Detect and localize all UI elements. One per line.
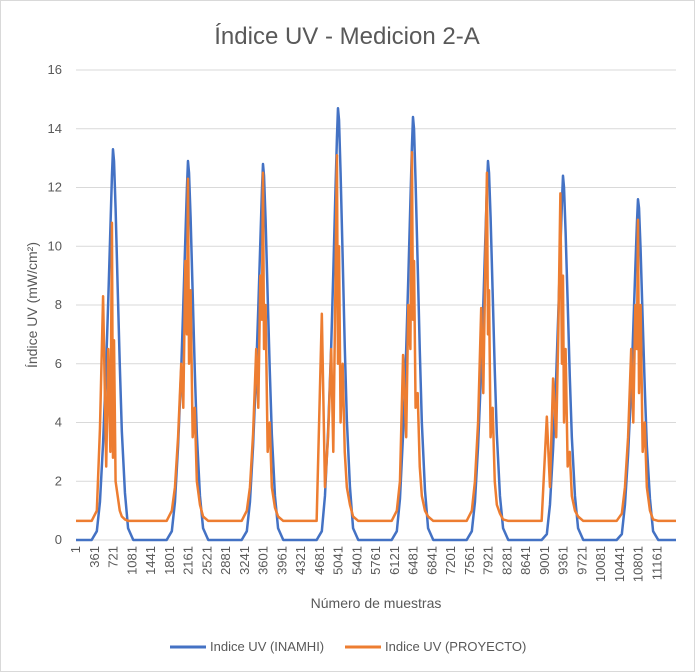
y-tick-label: 6 xyxy=(55,356,62,371)
x-tick-label: 2521 xyxy=(199,546,214,575)
x-tick-label: 1441 xyxy=(143,546,158,575)
x-tick-label: 4681 xyxy=(312,546,327,575)
x-tick-label: 1801 xyxy=(162,546,177,575)
x-tick-label: 9721 xyxy=(574,546,589,575)
x-tick-label: 4321 xyxy=(293,546,308,575)
y-tick-label: 8 xyxy=(55,297,62,312)
x-tick-label: 3961 xyxy=(274,546,289,575)
y-tick-label: 0 xyxy=(55,532,62,547)
x-tick-label: 2881 xyxy=(218,546,233,575)
x-tick-label: 6481 xyxy=(406,546,421,575)
y-tick-label: 12 xyxy=(48,180,62,195)
x-tick-label: 9361 xyxy=(556,546,571,575)
legend-label: Indice UV (INAMHI) xyxy=(210,639,324,654)
x-tick-label: 10801 xyxy=(631,546,646,582)
legend-label: Indice UV (PROYECTO) xyxy=(385,639,526,654)
x-axis-title: Número de muestras xyxy=(311,595,442,611)
y-tick-label: 2 xyxy=(55,473,62,488)
x-tick-label: 721 xyxy=(106,546,121,568)
x-tick-label: 8281 xyxy=(499,546,514,575)
x-tick-label: 3241 xyxy=(237,546,252,575)
x-tick-label: 5401 xyxy=(349,546,364,575)
y-axis-title: Índice UV (mW/cm²) xyxy=(24,242,40,368)
y-tick-label: 16 xyxy=(48,62,62,77)
x-tick-label: 1 xyxy=(68,546,83,553)
y-tick-label: 4 xyxy=(55,415,62,430)
series-line xyxy=(76,106,676,542)
x-tick-label: 361 xyxy=(87,546,102,568)
x-tick-label: 10441 xyxy=(612,546,627,582)
x-tick-label: 7561 xyxy=(462,546,477,575)
series-line xyxy=(76,151,676,523)
x-tick-label: 5761 xyxy=(368,546,383,575)
x-tick-label: 6121 xyxy=(387,546,402,575)
x-tick-label: 10081 xyxy=(593,546,608,582)
x-tick-label: 2161 xyxy=(181,546,196,575)
x-tick-label: 11161 xyxy=(649,546,664,580)
x-tick-label: 8641 xyxy=(518,546,533,575)
x-tick-label: 1081 xyxy=(124,546,139,575)
x-tick-label: 9001 xyxy=(537,546,552,575)
x-tick-label: 7921 xyxy=(481,546,496,575)
x-tick-label: 3601 xyxy=(256,546,271,575)
y-tick-label: 10 xyxy=(48,238,62,253)
x-tick-label: 7201 xyxy=(443,546,458,575)
y-tick-label: 14 xyxy=(48,121,62,136)
chart-title: Índice UV - Medicion 2-A xyxy=(214,23,479,50)
x-tick-label: 5041 xyxy=(331,546,346,575)
x-tick-label: 6841 xyxy=(424,546,439,575)
